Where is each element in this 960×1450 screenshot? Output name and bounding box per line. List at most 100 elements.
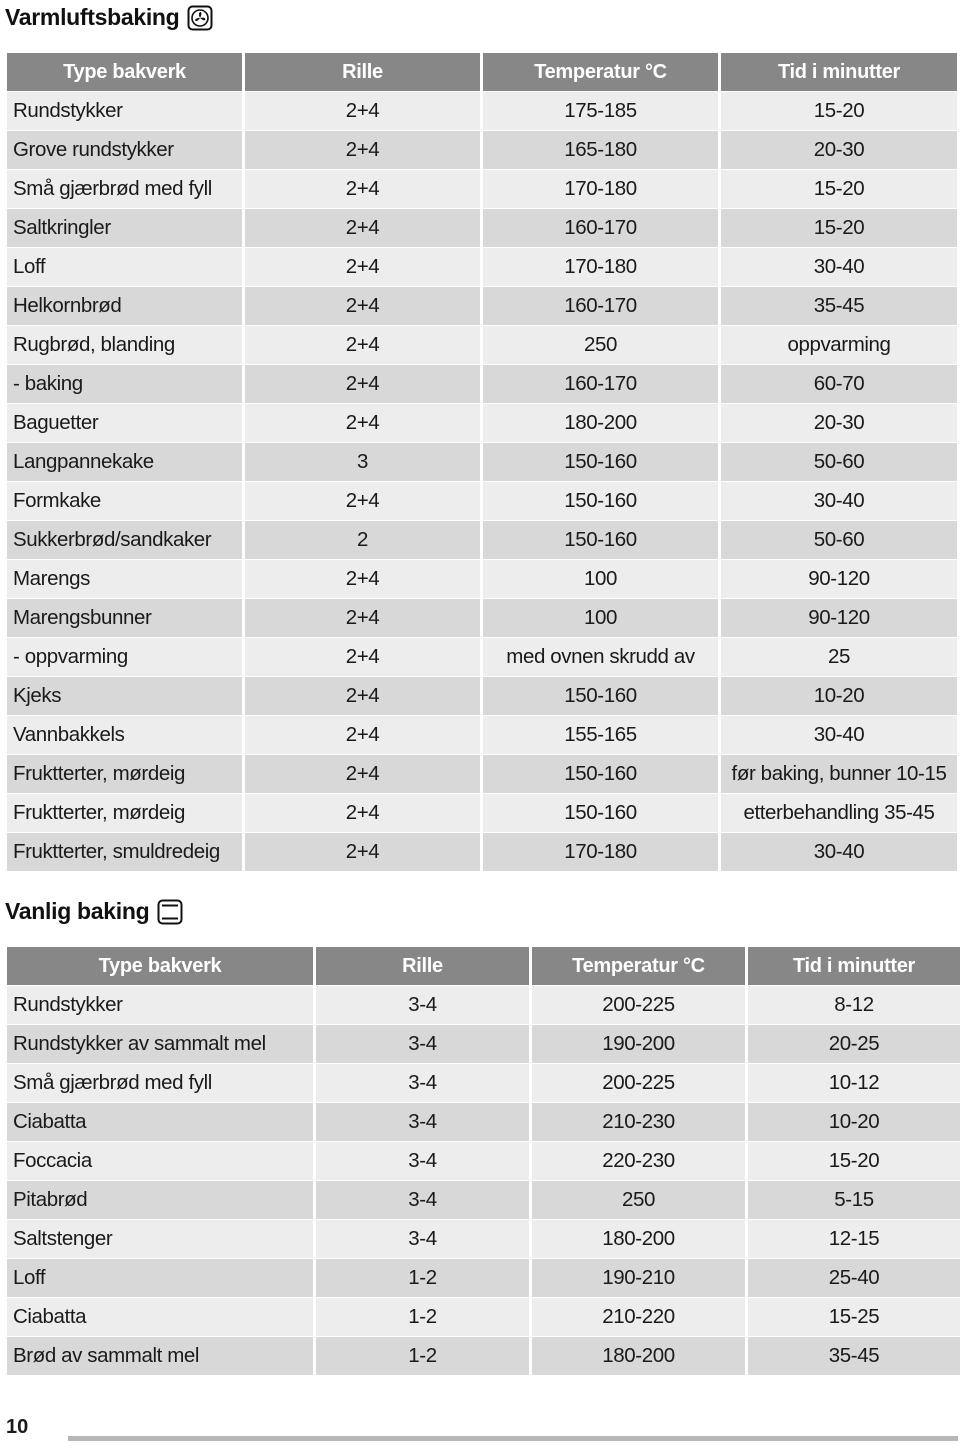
- cell-rille: 3-4: [316, 1220, 529, 1259]
- cell-temperatur: 160-170: [483, 287, 718, 326]
- table-row: Fruktterter, mørdeig 2+4 150-160 før baking…: [7, 755, 957, 794]
- cell-temperatur: 190-210: [532, 1259, 745, 1298]
- cell-tid: 10-20: [748, 1103, 960, 1142]
- cell-temperatur: 200-225: [532, 1064, 745, 1103]
- cell-rille: 2+4: [245, 404, 480, 443]
- page-number: 10: [6, 1416, 29, 1438]
- header-type: Type bakverk: [7, 53, 242, 92]
- header-tid: Tid i minutter: [721, 53, 957, 92]
- table-row: Marengs 2+4 100 90-120: [7, 560, 957, 599]
- cell-temperatur: 180-200: [532, 1220, 745, 1259]
- table-row: Brød av sammalt mel 1-2 180-200 35-45: [7, 1337, 960, 1376]
- cell-rille: 2+4: [245, 248, 480, 287]
- cell-type: Små gjærbrød med fyll: [7, 1064, 313, 1103]
- table-row: Rugbrød, blanding 2+4 250 oppvarming: [7, 326, 957, 365]
- cell-temperatur: 160-170: [483, 365, 718, 404]
- cell-tid: oppvarming: [721, 326, 957, 365]
- cell-temperatur: 160-170: [483, 209, 718, 248]
- section-title-varmluft: Varmluftsbaking: [5, 4, 213, 31]
- cell-rille: 1-2: [316, 1259, 529, 1298]
- cell-type: Saltkringler: [7, 209, 242, 248]
- cell-type: Rundstykker: [7, 92, 242, 131]
- cell-tid: 50-60: [721, 521, 957, 560]
- cell-tid: 30-40: [721, 482, 957, 521]
- cell-tid: 15-20: [721, 170, 957, 209]
- cell-tid: 15-25: [748, 1298, 960, 1337]
- cell-rille: 3-4: [316, 1181, 529, 1220]
- cell-type: Grove rundstykker: [7, 131, 242, 170]
- cell-temperatur: 150-160: [483, 521, 718, 560]
- cell-rille: 2+4: [245, 92, 480, 131]
- table-row: Formkake 2+4 150-160 30-40: [7, 482, 957, 521]
- cell-tid: 25: [721, 638, 957, 677]
- cell-rille: 1-2: [316, 1337, 529, 1376]
- table-row: Pitabrød 3-4 250 5-15: [7, 1181, 960, 1220]
- table-row: Ciabatta 1-2 210-220 15-25: [7, 1298, 960, 1337]
- cell-type: Små gjærbrød med fyll: [7, 170, 242, 209]
- cell-rille: 2+4: [245, 287, 480, 326]
- cell-rille: 2+4: [245, 716, 480, 755]
- cell-tid: 30-40: [721, 833, 957, 872]
- cell-tid: 20-30: [721, 404, 957, 443]
- cell-temperatur: 170-180: [483, 833, 718, 872]
- cell-type: Sukkerbrød/sandkaker: [7, 521, 242, 560]
- cell-type: Fruktterter, smuldredeig: [7, 833, 242, 872]
- table-row: Ciabatta 3-4 210-230 10-20: [7, 1103, 960, 1142]
- table-varmluft: Type bakverk Rille Temperatur °C Tid i m…: [4, 53, 960, 872]
- cell-rille: 2+4: [245, 170, 480, 209]
- cell-temperatur: 210-220: [532, 1298, 745, 1337]
- table-header-row: Type bakverk Rille Temperatur °C Tid i m…: [7, 53, 957, 92]
- table-row: Rundstykker 3-4 200-225 8-12: [7, 986, 960, 1025]
- cell-temperatur: 250: [483, 326, 718, 365]
- cell-rille: 3-4: [316, 986, 529, 1025]
- cell-rille: 2+4: [245, 794, 480, 833]
- top-bottom-heat-icon: [157, 899, 183, 924]
- cell-tid: 35-45: [748, 1337, 960, 1376]
- table-row: Små gjærbrød med fyll 2+4 170-180 15-20: [7, 170, 957, 209]
- cell-tid: 15-20: [748, 1142, 960, 1181]
- cell-rille: 2: [245, 521, 480, 560]
- cell-type: Rundstykker av sammalt mel: [7, 1025, 313, 1064]
- header-temperatur: Temperatur °C: [532, 947, 745, 986]
- table-row: Baguetter 2+4 180-200 20-30: [7, 404, 957, 443]
- cell-rille: 3-4: [316, 1142, 529, 1181]
- cell-temperatur: 175-185: [483, 92, 718, 131]
- section-title-text: Varmluftsbaking: [5, 4, 180, 30]
- cell-tid: 20-30: [721, 131, 957, 170]
- cell-temperatur: 170-180: [483, 248, 718, 287]
- cell-tid: 90-120: [721, 599, 957, 638]
- cell-rille: 3: [245, 443, 480, 482]
- cell-tid: 20-25: [748, 1025, 960, 1064]
- table-header-row: Type bakverk Rille Temperatur °C Tid i m…: [7, 947, 960, 986]
- cell-type: Formkake: [7, 482, 242, 521]
- table-row: Fruktterter, smuldredeig 2+4 170-180 30-40: [7, 833, 957, 872]
- cell-temperatur: 165-180: [483, 131, 718, 170]
- cell-temperatur: 180-200: [532, 1337, 745, 1376]
- cell-tid: 60-70: [721, 365, 957, 404]
- cell-rille: 2+4: [245, 638, 480, 677]
- cell-temperatur: 180-200: [483, 404, 718, 443]
- cell-temperatur: 150-160: [483, 443, 718, 482]
- cell-tid: 10-12: [748, 1064, 960, 1103]
- table-row: Fruktterter, mørdeig 2+4 150-160 etterbehan…: [7, 794, 957, 833]
- table-row: Sukkerbrød/sandkaker 2 150-160 50-60: [7, 521, 957, 560]
- table-vanlig: Type bakverk Rille Temperatur °C Tid i m…: [4, 947, 960, 1376]
- cell-temperatur: 220-230: [532, 1142, 745, 1181]
- cell-type: Loff: [7, 248, 242, 287]
- table-row: Marengsbunner 2+4 100 90-120: [7, 599, 957, 638]
- cell-tid: 12-15: [748, 1220, 960, 1259]
- cell-rille: 2+4: [245, 326, 480, 365]
- cell-rille: 2+4: [245, 755, 480, 794]
- cell-rille: 2+4: [245, 131, 480, 170]
- cell-temperatur: 150-160: [483, 794, 718, 833]
- fan-oven-icon: [187, 5, 213, 30]
- cell-temperatur: 150-160: [483, 482, 718, 521]
- cell-type: Saltstenger: [7, 1220, 313, 1259]
- table-row: Langpannekake 3 150-160 50-60: [7, 443, 957, 482]
- header-type: Type bakverk: [7, 947, 313, 986]
- cell-tid: 8-12: [748, 986, 960, 1025]
- cell-rille: 2+4: [245, 365, 480, 404]
- table-row: Loff 1-2 190-210 25-40: [7, 1259, 960, 1298]
- cell-tid: 10-20: [721, 677, 957, 716]
- cell-temperatur: 100: [483, 560, 718, 599]
